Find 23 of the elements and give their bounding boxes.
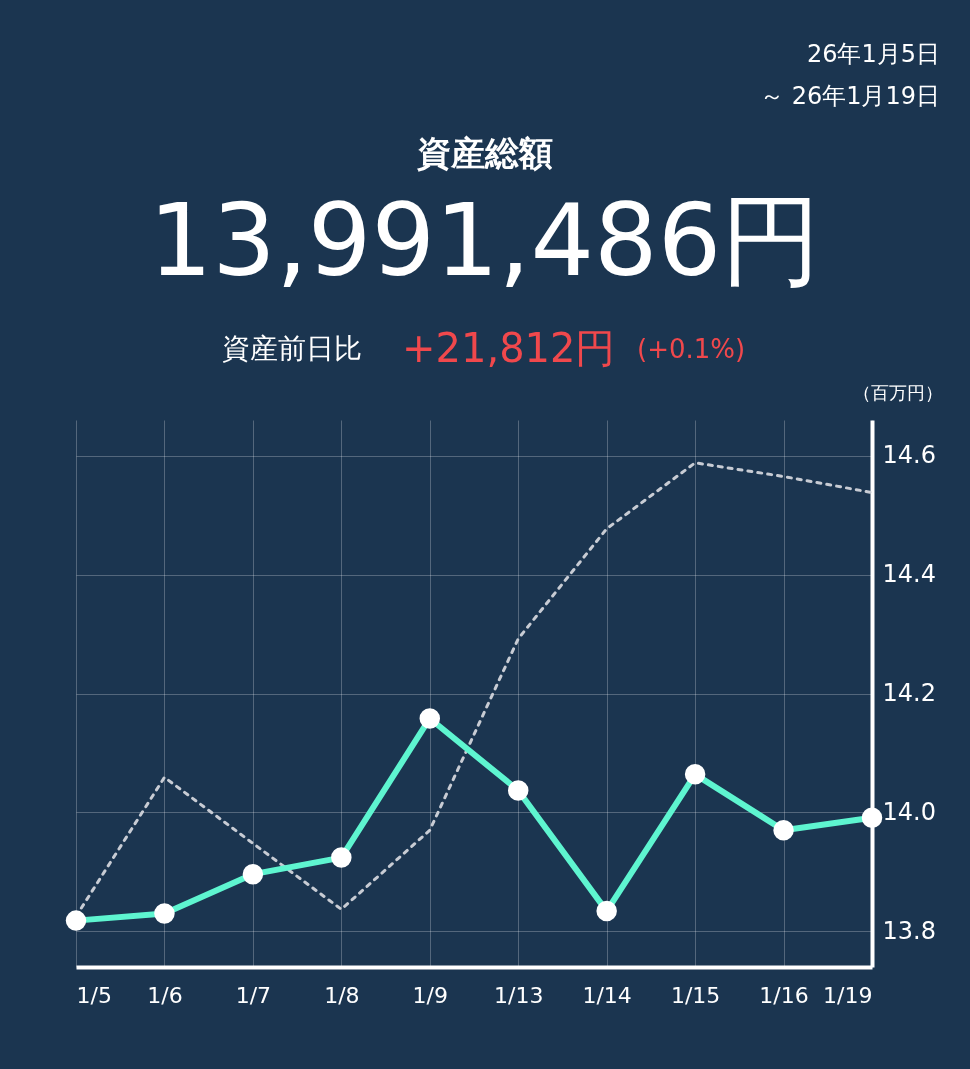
y-axis-title: （百万円） xyxy=(852,381,943,403)
x-tick-label: 1/8 xyxy=(324,982,360,1008)
x-tick-label: 1/19 xyxy=(823,982,873,1008)
text: 26年1月5日 xyxy=(806,40,940,68)
x-tick-label: 1/15 xyxy=(670,982,721,1008)
y2-tick-label: 14.4 xyxy=(882,560,936,589)
y2-tick-label: 14.0 xyxy=(882,797,936,826)
text: 13,991,486円 xyxy=(148,182,822,299)
y2-tick-label: 14.6 xyxy=(882,441,936,470)
x-tick-label: 1/13 xyxy=(494,982,544,1008)
text: (+0.1%) xyxy=(637,334,746,364)
chart-title: 資産総額 xyxy=(416,133,553,173)
x-tick-label: 1/6 xyxy=(147,982,183,1008)
text: ～ 26年1月19日 xyxy=(760,82,940,110)
x-tick-label: 1/9 xyxy=(412,982,448,1008)
x-tick-label: 1/5 xyxy=(76,982,112,1008)
y2-tick-label: 14.2 xyxy=(882,679,936,707)
text: 資産前日比 xyxy=(222,332,362,365)
y2-tick-label: 13.8 xyxy=(882,916,936,945)
text: +21,812円 xyxy=(402,325,616,371)
x-tick-label: 1/14 xyxy=(582,982,632,1008)
x-tick-label: 1/16 xyxy=(759,982,809,1008)
x-tick-label: 1/7 xyxy=(235,982,272,1008)
